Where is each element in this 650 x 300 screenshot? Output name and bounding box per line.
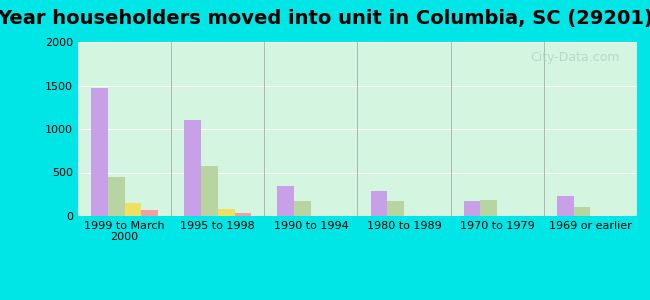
Bar [480,200,497,216]
Bar [557,196,574,216]
Bar [294,201,311,216]
Bar [125,202,141,216]
Bar [235,213,252,216]
Bar [141,210,158,216]
Bar [370,191,387,216]
Text: City-Data.com: City-Data.com [531,51,620,64]
Bar [574,207,590,216]
Bar [218,209,235,216]
Bar [463,201,480,216]
Text: Year householders moved into unit in Columbia, SC (29201): Year householders moved into unit in Col… [0,9,650,28]
Bar [201,166,218,216]
Bar [91,88,108,216]
Bar [108,177,125,216]
Bar [184,120,201,216]
Bar [278,186,294,216]
Bar [387,201,404,216]
